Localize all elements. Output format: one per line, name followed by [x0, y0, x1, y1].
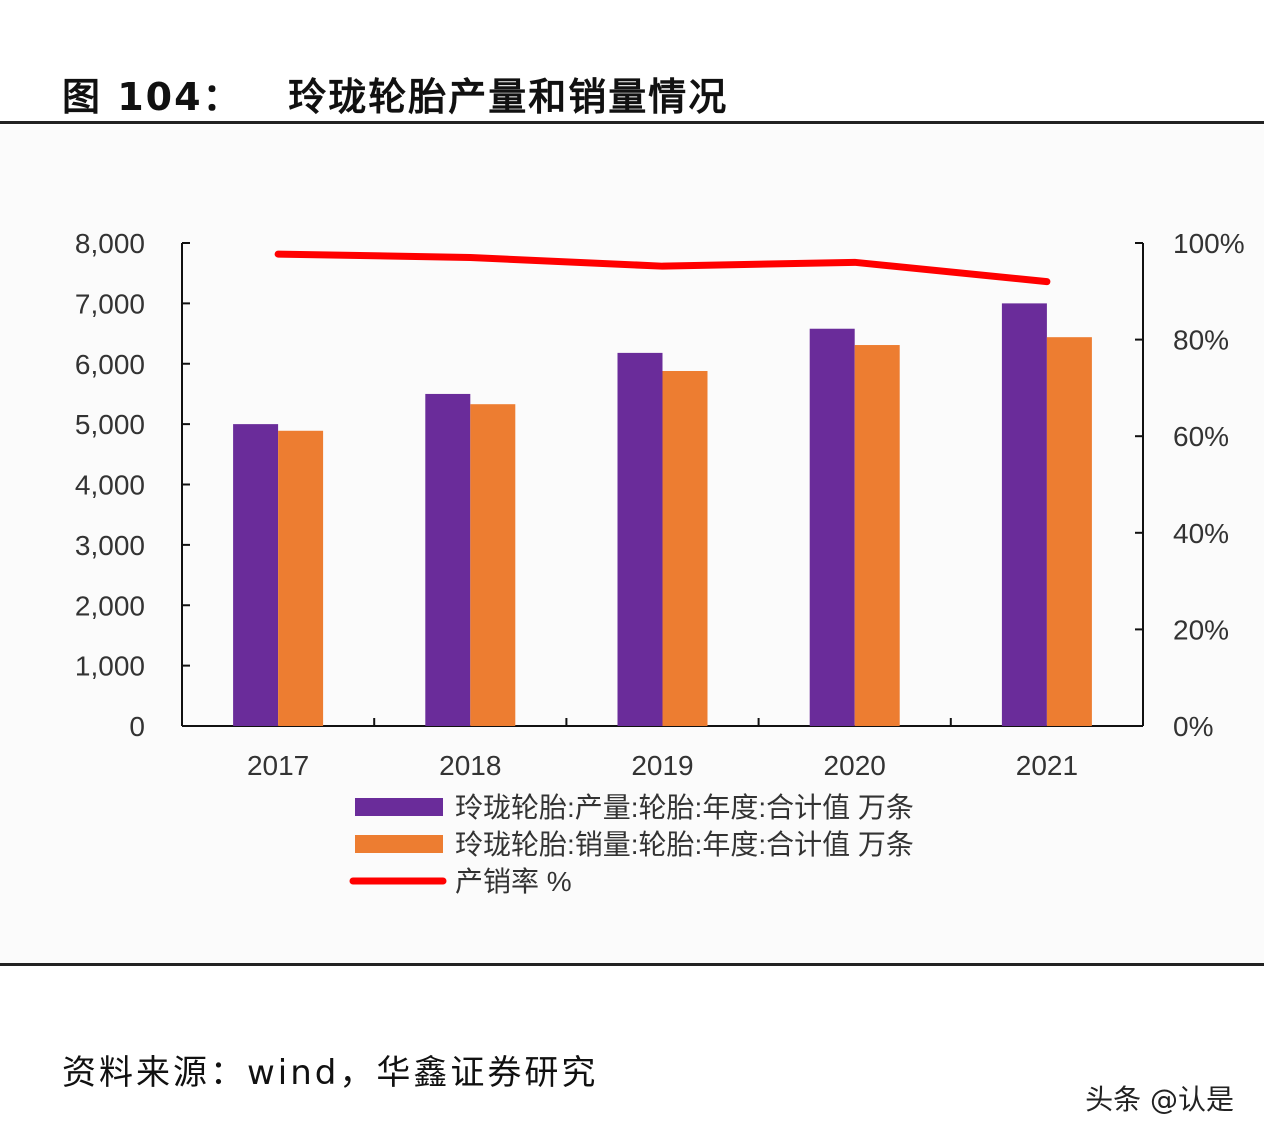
- bar-2019-production: [617, 352, 663, 726]
- left-tick-label: 4,000: [75, 470, 145, 501]
- legend-label: 玲珑轮胎:销量:轮胎:年度:合计值 万条: [455, 829, 914, 860]
- x-tick-label: 2017: [247, 750, 309, 781]
- legend-swatch: [355, 798, 443, 816]
- right-tick-label: 60%: [1173, 421, 1229, 452]
- bar-2019-sales: [662, 370, 708, 726]
- bar-2018-production: [425, 393, 471, 726]
- bar-2021-sales: [1046, 337, 1092, 726]
- x-tick-label: 2021: [1016, 750, 1078, 781]
- bar-2020-sales: [854, 345, 900, 726]
- x-tick-label: 2018: [439, 750, 501, 781]
- watermark: 头条 @认是: [1085, 1083, 1234, 1116]
- chart-title: 图 104： 玲珑轮胎产量和销量情况: [62, 75, 729, 119]
- bar-2020-production: [809, 328, 855, 726]
- right-tick-label: 0%: [1173, 711, 1213, 742]
- x-tick-label: 2019: [631, 750, 693, 781]
- bottom-rule: [0, 963, 1264, 966]
- right-tick-label: 40%: [1173, 518, 1229, 549]
- x-tick-label: 2020: [824, 750, 886, 781]
- top-rule: [0, 121, 1264, 124]
- left-tick-label: 8,000: [75, 228, 145, 259]
- left-tick-label: 7,000: [75, 288, 145, 319]
- left-tick-label: 2,000: [75, 590, 145, 621]
- bar-2021-production: [1001, 303, 1047, 726]
- legend-swatch: [355, 835, 443, 853]
- bar-2018-sales: [470, 404, 516, 726]
- right-tick-label: 100%: [1173, 228, 1245, 259]
- source-note: 资料来源：wind，华鑫证券研究: [62, 1053, 599, 1093]
- right-tick-label: 20%: [1173, 614, 1229, 645]
- left-tick-label: 1,000: [75, 651, 145, 682]
- legend-label: 产销率 %: [455, 866, 572, 897]
- sales-rate-line: [274, 250, 1051, 286]
- bar-2017-sales: [278, 430, 324, 726]
- left-tick-label: 6,000: [75, 349, 145, 380]
- left-tick-label: 5,000: [75, 409, 145, 440]
- right-tick-label: 80%: [1173, 325, 1229, 356]
- legend-label: 玲珑轮胎:产量:轮胎:年度:合计值 万条: [455, 792, 914, 823]
- left-tick-label: 3,000: [75, 530, 145, 561]
- left-tick-label: 0: [129, 711, 145, 742]
- bar-2017-production: [233, 424, 279, 726]
